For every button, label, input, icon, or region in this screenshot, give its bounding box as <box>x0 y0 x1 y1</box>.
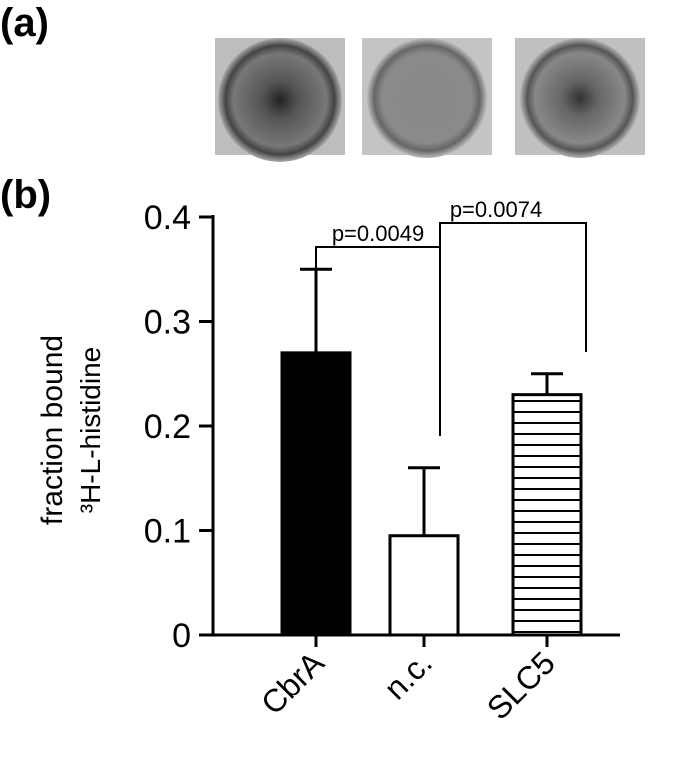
y-axis-label: ³H-L-histidine <box>75 347 106 514</box>
y-tick-label: 0.4 <box>144 199 191 237</box>
annotation: p=0.0049 <box>332 221 424 246</box>
annotation: p=0.0074 <box>450 197 542 222</box>
y-tick-label: 0 <box>172 617 191 655</box>
y-tick-label: 0.1 <box>144 513 191 551</box>
x-tick-label: CbrA <box>254 644 331 721</box>
blot <box>367 38 487 158</box>
y-axis-label: fraction bound <box>36 335 69 525</box>
bar <box>511 393 583 637</box>
blot-images <box>215 38 645 162</box>
panel-label: (a) <box>0 1 49 45</box>
y-tick-label: 0.3 <box>144 304 191 342</box>
panel-label: (b) <box>0 173 51 217</box>
x-tick-label: SLC5 <box>480 644 562 726</box>
y-tick-label: 0.2 <box>144 408 191 446</box>
blot <box>218 38 342 162</box>
x-tick-label: n.c. <box>377 644 439 706</box>
blot <box>520 38 640 158</box>
bar <box>280 351 352 637</box>
bar <box>388 534 460 637</box>
significance-bracket <box>315 246 441 436</box>
significance-bracket <box>439 222 587 352</box>
